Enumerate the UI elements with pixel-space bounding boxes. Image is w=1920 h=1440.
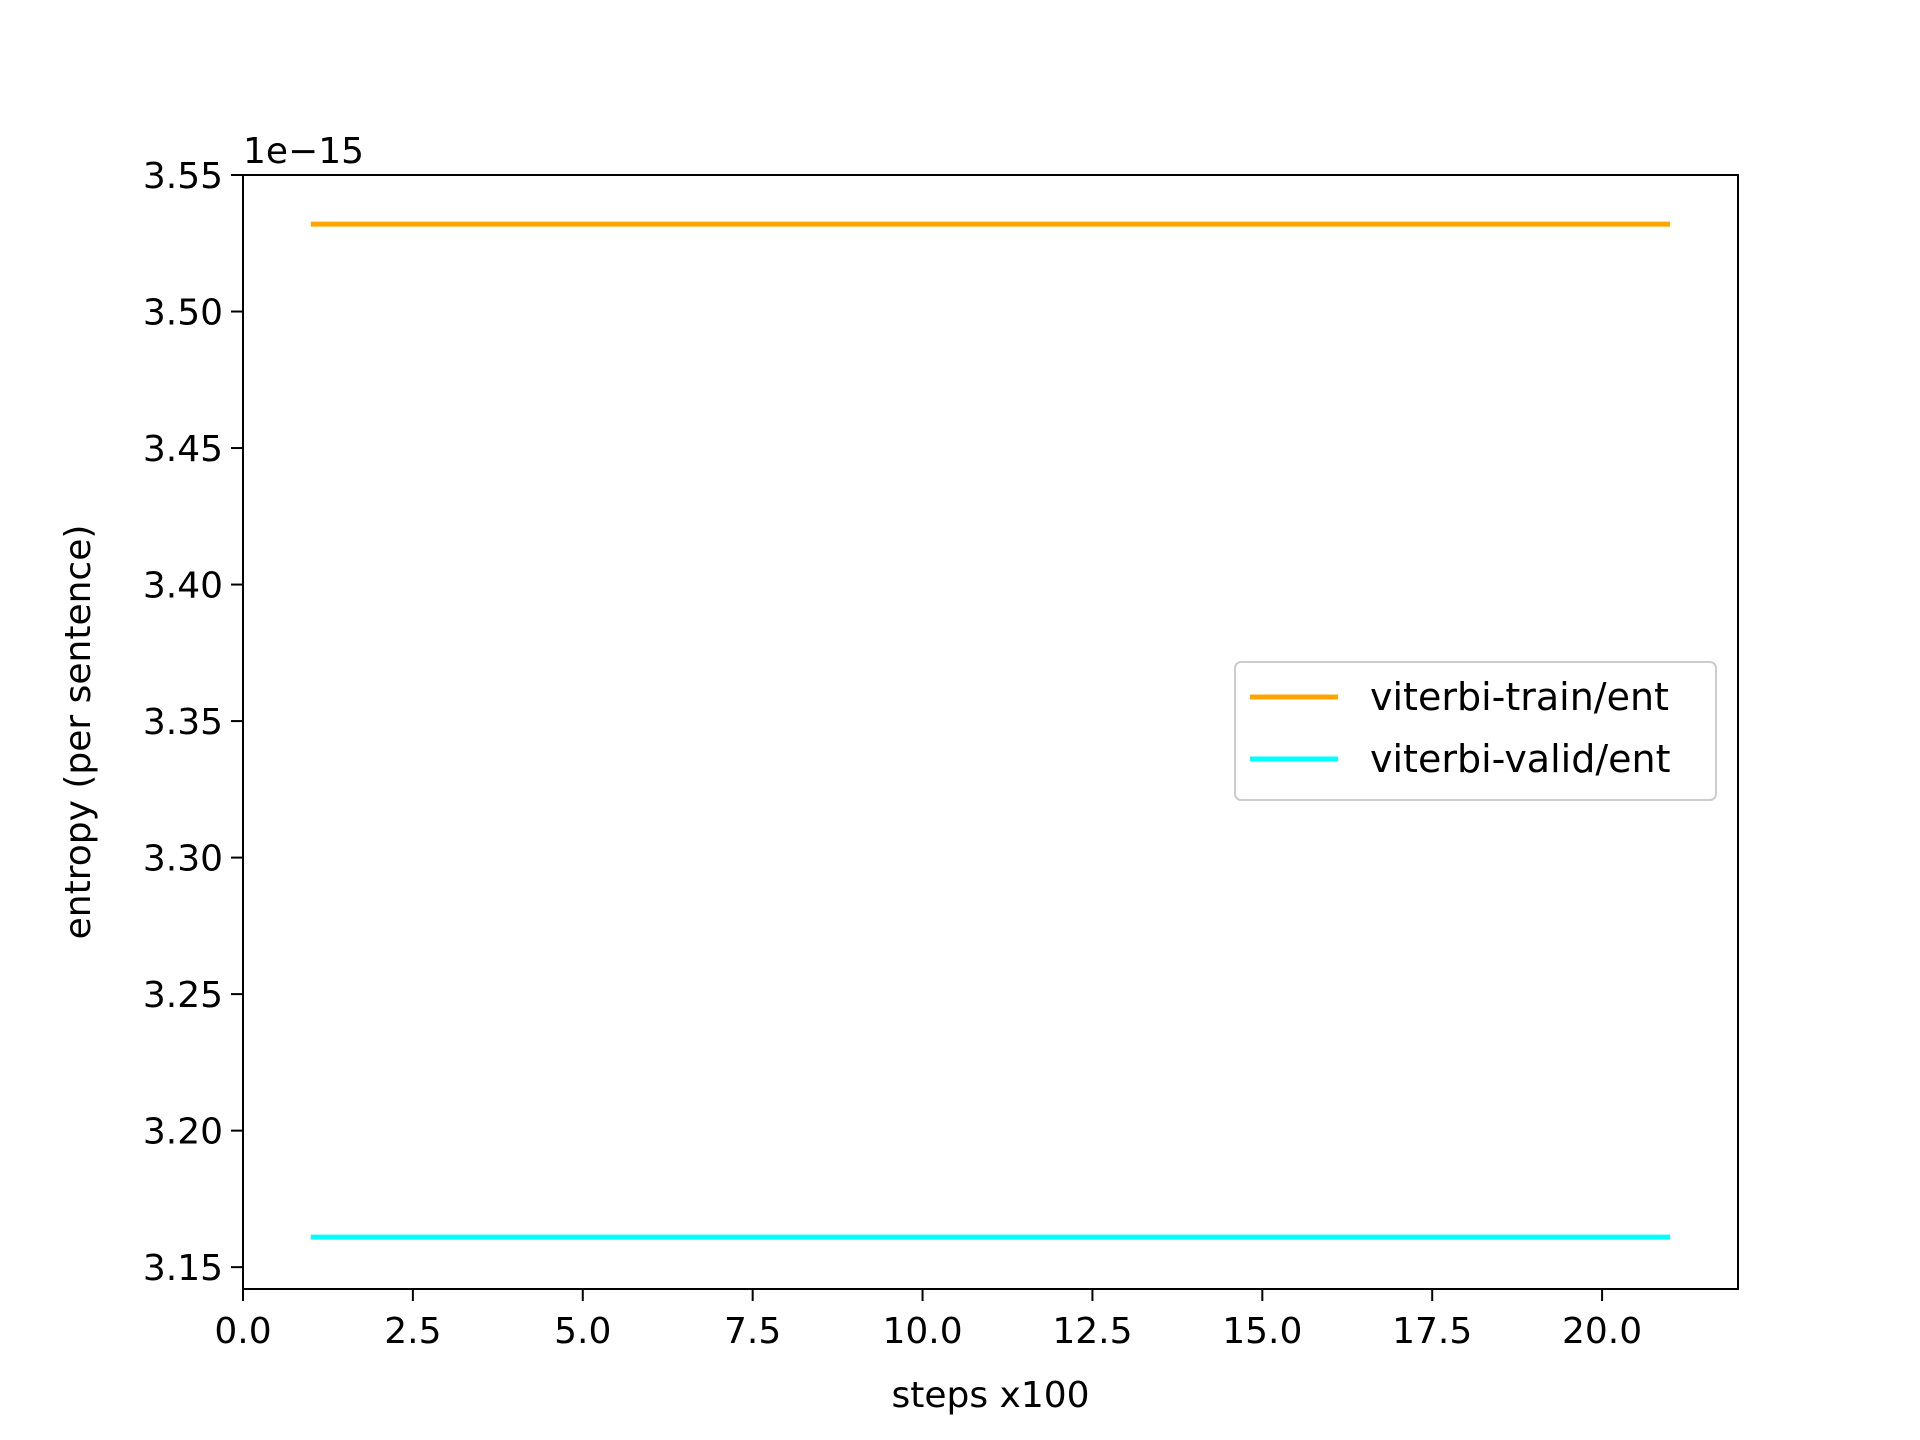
x-axis-ticks: 0.0 2.5 5.0 7.5 10.0 12.5 15.0 17.5 20.0	[214, 1289, 1642, 1352]
y-tick-label: 3.50	[143, 293, 223, 334]
x-tick-label: 5.0	[554, 1311, 611, 1352]
y-tick-label: 3.25	[143, 975, 223, 1016]
x-tick-label: 10.0	[882, 1311, 962, 1352]
x-tick-label: 7.5	[724, 1311, 781, 1352]
plot-frame	[242, 174, 1739, 1290]
y-tick-label: 3.20	[143, 1112, 223, 1153]
x-axis-label: steps x100	[891, 1375, 1089, 1416]
legend-box	[1234, 661, 1717, 801]
x-tick-label: 20.0	[1562, 1311, 1642, 1352]
y-tick-label: 3.45	[143, 429, 223, 470]
x-tick-label: 15.0	[1222, 1311, 1302, 1352]
x-tick-label: 17.5	[1392, 1311, 1472, 1352]
y-axis-ticks: 3.15 3.20 3.25 3.30 3.35 3.40 3.45 3.50 3.55	[143, 156, 243, 1289]
y-axis-label: entropy (per sentence)	[58, 525, 99, 940]
x-tick-label: 2.5	[384, 1311, 441, 1352]
legend: viterbi-train/ent viterbi-valid/ent	[1234, 661, 1717, 801]
x-tick-label: 0.0	[214, 1311, 271, 1352]
x-tick-label: 12.5	[1052, 1311, 1132, 1352]
y-tick-label: 3.30	[143, 839, 223, 880]
y-tick-label: 3.35	[143, 702, 223, 743]
series-layer	[310, 221, 1671, 1240]
y-tick-label: 3.15	[143, 1248, 223, 1289]
y-tick-label: 3.40	[143, 566, 223, 607]
legend-label-1: viterbi-valid/ent	[1370, 737, 1671, 781]
y-tick-label: 3.55	[143, 156, 223, 197]
legend-label-0: viterbi-train/ent	[1370, 675, 1669, 719]
y-axis-offset-text: 1e−15	[243, 131, 364, 172]
